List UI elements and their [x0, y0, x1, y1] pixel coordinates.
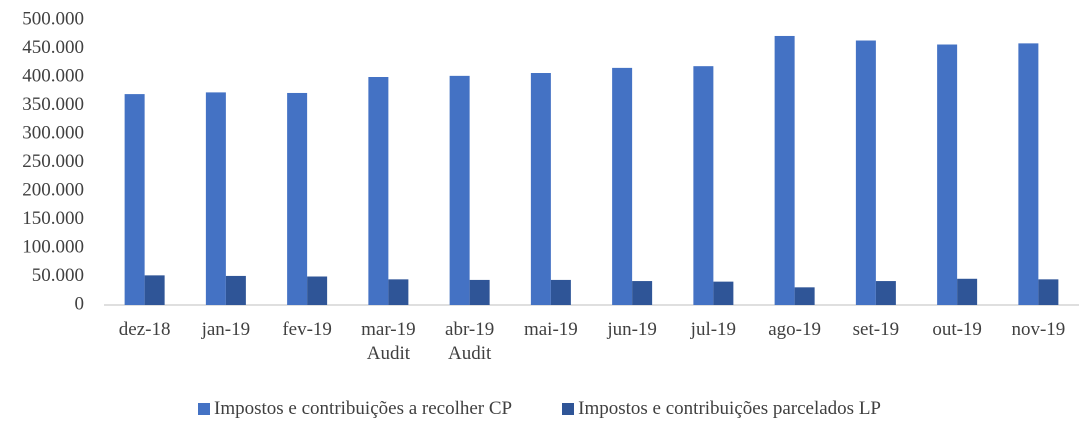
bar [368, 77, 389, 305]
bar [550, 279, 571, 305]
x-tick-label: abr-19 Audit [445, 319, 495, 364]
y-tick-label: 300.000 [22, 122, 84, 143]
y-tick-label: 200.000 [22, 179, 84, 200]
y-tick-label: 400.000 [22, 65, 84, 86]
y-tick-label: 100.000 [22, 236, 84, 257]
bar [205, 92, 226, 305]
legend-label: Impostos e contribuições parcelados LP [578, 398, 881, 419]
bar [469, 279, 490, 305]
bar [144, 275, 165, 305]
legend-label: Impostos e contribuições a recolher CP [214, 398, 513, 419]
x-tick-label: out-19 [932, 319, 982, 340]
bar [530, 73, 551, 305]
bar [307, 276, 328, 305]
legend-swatch [198, 403, 210, 415]
bar [1018, 43, 1039, 306]
x-tick-label: set-19 [852, 319, 900, 340]
legend: Impostos e contribuições a recolher CP Im… [0, 398, 1079, 420]
bar [794, 287, 815, 305]
y-tick-label: 450.000 [22, 37, 84, 58]
bar [287, 92, 308, 306]
legend-item: Impostos e contribuições parcelados LP [562, 398, 881, 420]
x-tick-label: nov-19 [1011, 319, 1066, 340]
y-tick-label: 500.000 [22, 8, 84, 29]
bar [388, 279, 409, 305]
bar [937, 44, 958, 305]
x-tick-label: jan-19 [201, 319, 251, 340]
bar [774, 35, 795, 306]
bar [124, 94, 145, 305]
bar [713, 281, 734, 305]
bar [693, 66, 714, 305]
bar [449, 75, 470, 305]
y-tick-label: 350.000 [22, 94, 84, 115]
x-tick-label: jul-19 [690, 319, 737, 340]
bar [225, 275, 246, 305]
y-tick-label: 250.000 [22, 151, 84, 172]
y-tick-label: 150.000 [22, 208, 84, 229]
x-tick-label: jun-19 [607, 319, 657, 340]
y-tick-label: 50.000 [32, 265, 84, 286]
bar [1038, 279, 1059, 305]
bar [855, 40, 876, 306]
bar [957, 278, 978, 305]
bar [612, 67, 633, 305]
legend-item: Impostos e contribuições a recolher CP [198, 398, 512, 420]
x-tick-label: ago-19 [768, 319, 821, 340]
x-tick-label: mai-19 [523, 319, 578, 340]
x-tick-label: dez-18 [118, 319, 171, 340]
bar [632, 281, 653, 305]
bar [875, 281, 896, 305]
x-tick-label: mar-19 Audit [361, 319, 416, 364]
legend-swatch [562, 403, 575, 415]
y-tick-label: 0 [75, 293, 85, 314]
x-tick-label: fev-19 [282, 319, 332, 340]
